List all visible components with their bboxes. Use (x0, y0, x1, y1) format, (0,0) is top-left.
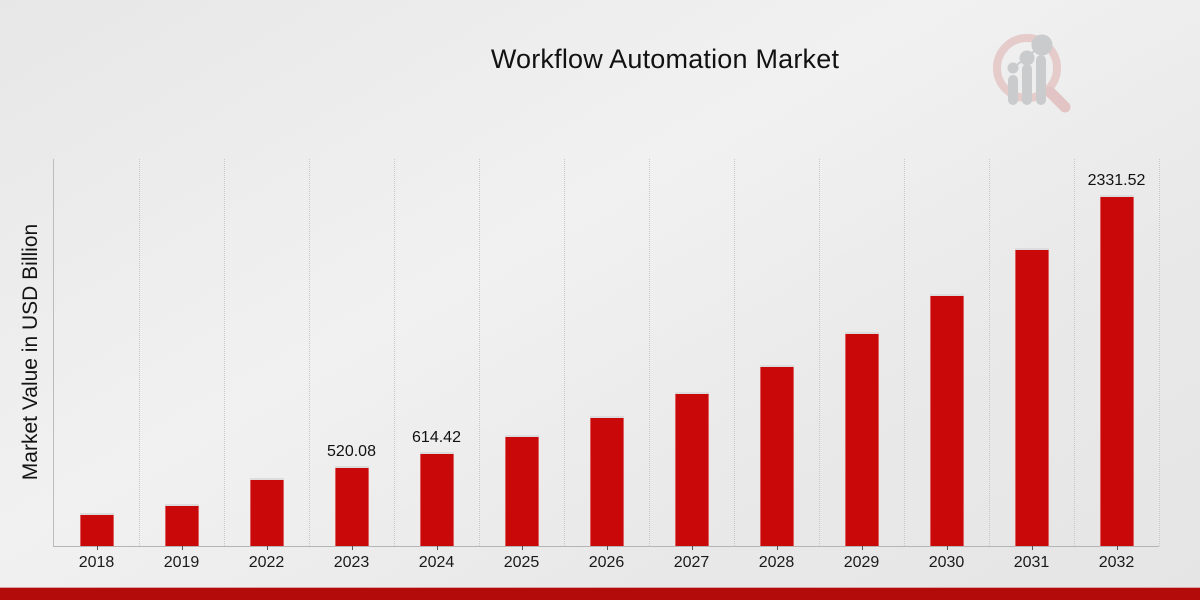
chart-title: Workflow Automation Market (490, 44, 840, 74)
x-axis-tick (1031, 546, 1033, 550)
x-axis-tick (1116, 546, 1118, 550)
x-tick-label: 2026 (588, 554, 625, 571)
bar-2019 (164, 504, 199, 546)
bar-2024 (419, 452, 454, 546)
bar-value-label: 2331.52 (1087, 171, 1146, 189)
x-tick-label: 2030 (928, 554, 965, 571)
gridline (394, 159, 395, 546)
market-research-future-logo-icon (993, 34, 1071, 113)
x-axis-tick (351, 546, 353, 550)
gridline (649, 159, 650, 546)
x-axis-tick (946, 546, 948, 550)
x-tick-label: 2032 (1098, 554, 1135, 571)
bar-2025 (504, 435, 539, 546)
bar-2032 (1099, 194, 1134, 546)
bar-2022 (249, 478, 284, 546)
bar-2031 (1014, 248, 1049, 546)
gridline (989, 159, 990, 546)
x-tick-label: 2023 (333, 554, 370, 571)
gridline (139, 159, 140, 546)
plot-area: 2018 2019 2022 520.08 2023 614.42 2024 2025 2026… (53, 159, 1160, 571)
x-axis-tick (521, 546, 523, 550)
x-axis-tick (691, 546, 693, 550)
gridline (1074, 159, 1075, 546)
x-tick-label: 2027 (673, 554, 710, 571)
bar-2023 (334, 466, 369, 546)
bar-value-label: 520.08 (327, 443, 376, 461)
gridline (479, 159, 480, 546)
bar-2029 (844, 332, 879, 546)
bar-value-label: 614.42 (412, 429, 461, 447)
bar-2027 (674, 392, 709, 546)
x-axis-tick (606, 546, 608, 550)
x-tick-label: 2028 (758, 554, 795, 571)
x-axis-tick (436, 546, 438, 550)
x-tick-label: 2029 (843, 554, 880, 571)
x-axis-tick (266, 546, 268, 550)
x-tick-label: 2024 (418, 554, 455, 571)
x-tick-label: 2018 (78, 554, 115, 571)
bar-2018 (79, 513, 114, 546)
gridline (309, 159, 310, 546)
x-tick-label: 2019 (163, 554, 200, 571)
gridline (819, 159, 820, 546)
gridline (904, 159, 905, 546)
x-tick-label: 2031 (1013, 554, 1050, 571)
bar-2026 (589, 415, 624, 546)
x-axis-tick (96, 546, 98, 550)
gridline (224, 159, 225, 546)
y-axis-label: Market Value in USD Billion (19, 223, 42, 481)
gridline (564, 159, 565, 546)
x-axis-tick (776, 546, 778, 550)
gridline (1159, 159, 1160, 546)
x-tick-label: 2025 (503, 554, 540, 571)
gridline (734, 159, 735, 546)
x-axis-tick (861, 546, 863, 550)
bottom-accent-bar (0, 587, 1200, 600)
bar-2028 (759, 364, 794, 546)
x-axis-tick (181, 546, 183, 550)
bar-2030 (929, 293, 964, 546)
x-tick-label: 2022 (248, 554, 285, 571)
